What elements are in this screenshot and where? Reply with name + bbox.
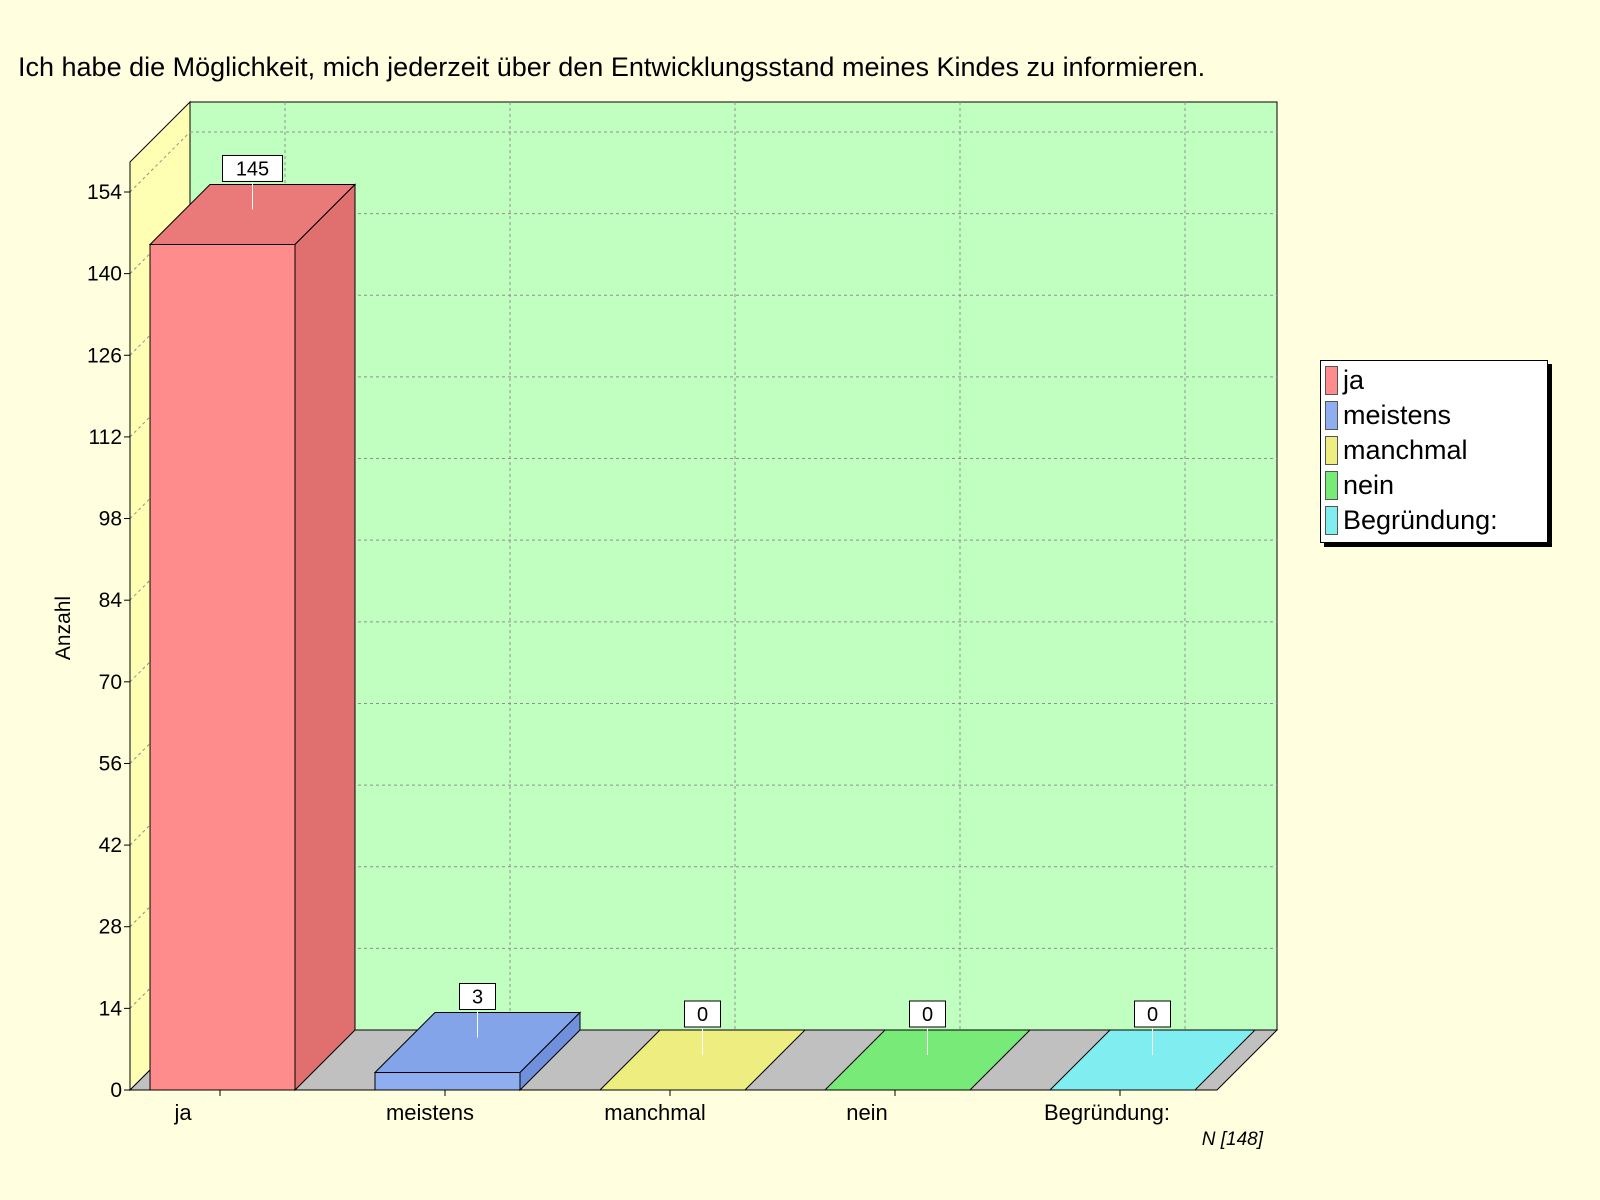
value-label-box — [1134, 1000, 1171, 1028]
y-tick-label: 56 — [99, 752, 122, 775]
x-tick-label: meistens — [386, 1100, 474, 1125]
value-label-box — [459, 983, 496, 1011]
y-tick-label: 28 — [99, 916, 122, 939]
y-tick-label: 98 — [99, 508, 122, 531]
legend-item: Begründung: — [1321, 503, 1547, 538]
value-label: 0 — [922, 1004, 933, 1026]
legend-label: meistens — [1343, 400, 1452, 430]
x-tick-label: nein — [846, 1100, 888, 1125]
bar-nein: 0 — [823, 1000, 1032, 1091]
legend-label: nein — [1343, 470, 1395, 500]
n-label: N [148] — [1202, 1129, 1264, 1150]
grid-line-side — [129, 131, 191, 193]
x-tick-label: ja — [173, 1100, 192, 1125]
bar-side — [294, 183, 356, 1092]
y-tick-label: 84 — [99, 589, 123, 612]
value-label: 0 — [1147, 1004, 1158, 1026]
legend-swatch — [1325, 471, 1338, 500]
value-label-box — [222, 154, 283, 182]
legend-item: nein — [1321, 468, 1547, 503]
value-label: 0 — [697, 1004, 708, 1026]
legend-swatch — [1325, 401, 1338, 430]
legend-item: ja — [1321, 363, 1547, 398]
y-tick-label: 126 — [87, 344, 122, 367]
value-label-box — [684, 1000, 721, 1028]
bar-meistens: 3 — [373, 983, 582, 1092]
y-tick-label: 0 — [110, 1079, 122, 1102]
legend-label: manchmal — [1343, 435, 1468, 465]
y-tick-label: 140 — [87, 263, 122, 286]
value-label: 3 — [472, 987, 483, 1009]
y-tick-label: 14 — [99, 997, 123, 1020]
bar-front — [149, 243, 296, 1091]
legend-swatch — [1325, 436, 1338, 465]
value-label: 145 — [236, 158, 269, 180]
x-tick-label: manchmal — [604, 1100, 705, 1125]
legend-label: Begründung: — [1343, 505, 1498, 535]
legend-swatch — [1325, 506, 1338, 535]
y-tick-label: 70 — [99, 671, 122, 694]
y-tick-label: 154 — [87, 181, 122, 204]
legend-label: ja — [1343, 365, 1365, 395]
legend-item: manchmal — [1321, 433, 1547, 468]
y-tick-label: 112 — [89, 426, 122, 449]
chart-title: Ich habe die Möglichkeit, mich jederzeit… — [18, 52, 1206, 82]
bar-front — [374, 1072, 521, 1091]
y-tick-label: 42 — [99, 834, 122, 857]
value-label-box — [909, 1000, 946, 1028]
x-tick-label: Begründung: — [1044, 1100, 1170, 1125]
legend: ja meistens manchmal nein Begründung: — [1320, 360, 1548, 543]
bar-ja: 145 — [148, 154, 357, 1092]
legend-item: meistens — [1321, 398, 1547, 433]
y-axis-title: Anzahl — [52, 596, 75, 660]
legend-swatch — [1325, 366, 1338, 395]
